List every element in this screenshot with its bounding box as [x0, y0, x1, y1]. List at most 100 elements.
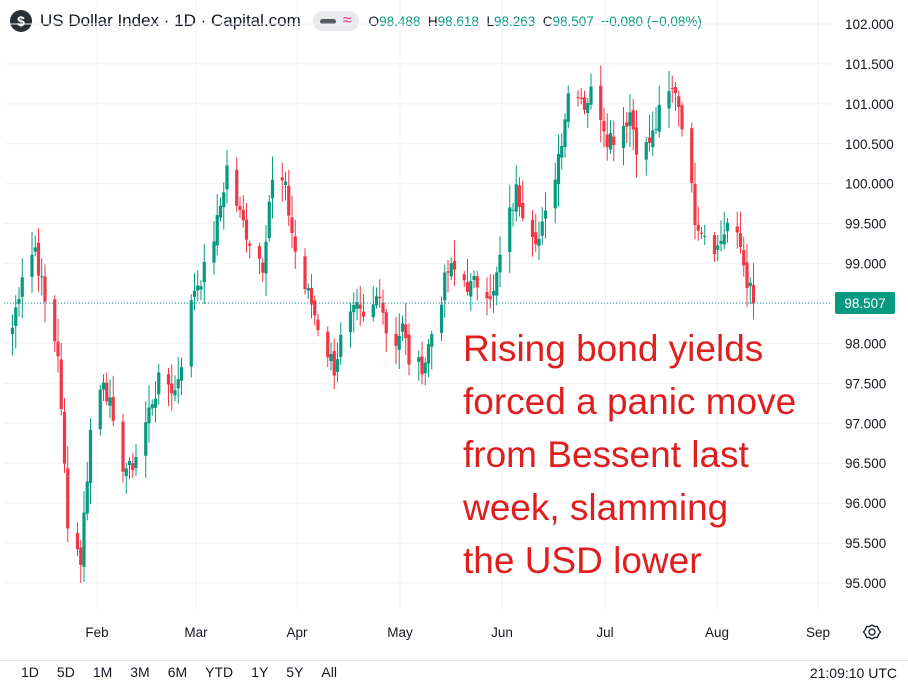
candle-body [30, 254, 34, 277]
candle [108, 379, 112, 418]
candle [537, 221, 541, 261]
candle-body [699, 232, 704, 234]
candle [267, 195, 271, 242]
wave-icon[interactable]: ≈ [342, 12, 352, 29]
candle [602, 107, 606, 148]
candle-body [339, 334, 343, 357]
candle [703, 224, 707, 245]
candle [426, 339, 431, 378]
candle [192, 272, 197, 311]
range-1m-button[interactable]: 1M [92, 664, 113, 680]
candle [696, 206, 700, 241]
candle [309, 274, 314, 319]
utc-clock[interactable]: 21:09:10 UTC [809, 665, 897, 681]
candle-body [358, 304, 362, 309]
candle [745, 243, 749, 308]
candle [443, 264, 447, 319]
compare-pill[interactable]: ≈ [312, 11, 359, 31]
low-value: 98.263 [493, 13, 536, 29]
candle-body [514, 184, 518, 212]
candle [157, 363, 161, 405]
candle-body [495, 272, 499, 296]
candle-body [316, 319, 320, 331]
candle [495, 266, 499, 306]
candle [173, 375, 177, 402]
candle-body [62, 411, 67, 464]
candle-body [215, 215, 219, 246]
candle-body [352, 305, 356, 313]
candle [384, 308, 388, 353]
candle-body [563, 119, 567, 147]
candle-body [543, 210, 548, 219]
candle [680, 102, 684, 137]
candle-body [426, 344, 431, 364]
candle [693, 162, 697, 240]
candle [534, 213, 538, 252]
candle [631, 99, 635, 151]
candle-body [82, 512, 86, 567]
range-all-button[interactable]: All [321, 664, 337, 680]
change-value: −0.080 (−0.08%) [601, 13, 702, 29]
candlestick-chart[interactable]: 102.000 101.500 101.000 100.500 100.000 99.50… [0, 0, 908, 660]
candle [290, 195, 294, 249]
candle [326, 326, 330, 368]
low-label: L [486, 13, 494, 29]
candle-body [85, 481, 89, 514]
candle-body [105, 382, 109, 402]
candle-body [647, 137, 652, 143]
range-ytd-button[interactable]: YTD [205, 664, 234, 680]
candle [485, 277, 489, 316]
candle-body [264, 241, 268, 274]
candle-body [374, 296, 379, 306]
bottom-toolbar: 1D 5D 1M 3M 6M YTD 1Y 5Y All 21:09:10 UT… [0, 660, 908, 683]
candle-body [446, 271, 450, 273]
candle-body [703, 236, 707, 238]
candle-body [179, 367, 184, 381]
candle [540, 207, 544, 245]
candle [218, 197, 223, 222]
price-tick-label: 99.000 [845, 257, 886, 272]
candle-body [748, 282, 752, 287]
candle-body [257, 246, 262, 259]
range-3m-button[interactable]: 3M [130, 664, 150, 680]
candle-body [371, 304, 375, 318]
price-tick-label: 96.000 [845, 496, 886, 511]
candle-body [290, 217, 294, 234]
price-tick-label: 99.500 [845, 217, 886, 232]
range-6m-button[interactable]: 6M [167, 664, 188, 680]
range-5y-button[interactable]: 5Y [286, 664, 304, 680]
candle-body [212, 241, 216, 263]
candle [303, 248, 307, 295]
candle [628, 94, 632, 148]
candle [420, 341, 424, 385]
candle [62, 398, 67, 474]
candle-body [199, 286, 203, 290]
candle [647, 114, 652, 152]
candle [608, 120, 613, 154]
range-5d-button[interactable]: 5D [56, 664, 75, 680]
candle [449, 257, 453, 280]
candle [677, 90, 681, 127]
candle-body [170, 383, 174, 394]
candle [670, 75, 674, 103]
time-tick-label: May [387, 625, 413, 640]
candle-body [225, 165, 229, 190]
candle-body [134, 457, 138, 468]
candle [20, 258, 24, 319]
settings-gear-icon[interactable] [862, 622, 882, 642]
price-axis: 102.000 101.500 101.000 100.500 100.000 99.50… [845, 17, 894, 591]
candle [716, 235, 720, 262]
range-1y-button[interactable]: 1Y [251, 664, 269, 680]
candle-body [329, 353, 333, 362]
high-label: H [427, 13, 438, 29]
symbol-title[interactable]: US Dollar Index · 1D · Capital.com [40, 11, 301, 30]
candle-body [690, 128, 694, 184]
time-axis: Feb Mar Apr May Jun Jul Aug Sep [85, 625, 830, 640]
dollar-logo-icon[interactable]: $ [10, 10, 32, 32]
hide-indicator-icon[interactable] [319, 18, 336, 24]
range-1d-button[interactable]: 1D [21, 664, 39, 680]
candle [153, 381, 158, 423]
candle [257, 242, 262, 275]
candle-body [475, 276, 479, 288]
candle-body [654, 128, 658, 130]
